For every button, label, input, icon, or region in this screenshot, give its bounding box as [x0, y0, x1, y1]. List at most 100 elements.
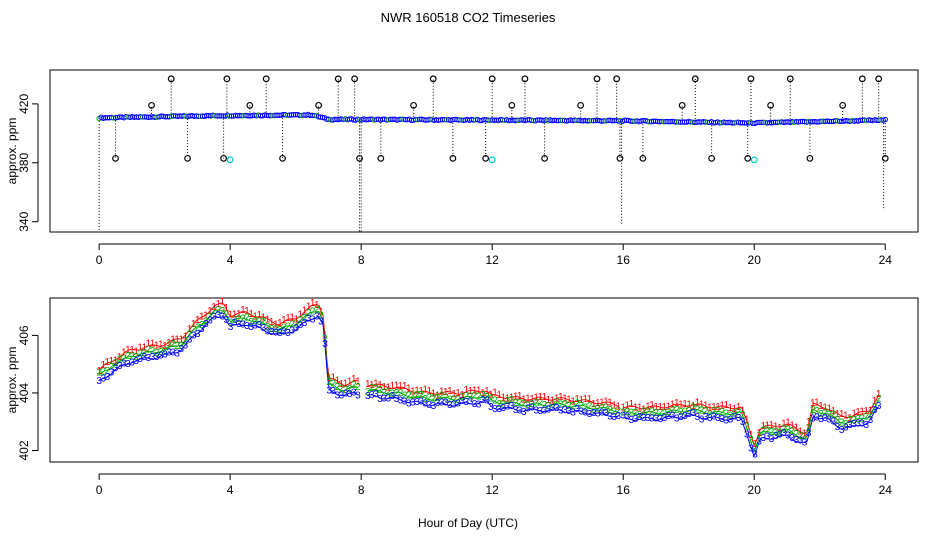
- bottom-series-marker: 2: [666, 407, 672, 418]
- bottom-x-axis: 0 4 8 12 16 20 24: [96, 473, 892, 497]
- bottom-series-marker: 1: [603, 397, 609, 408]
- bottom-series-marker: 3: [603, 408, 609, 419]
- bottom-series-marker: 3: [781, 428, 787, 439]
- bottom-series-marker: 2: [394, 388, 400, 399]
- top-outlier-point: [410, 101, 417, 109]
- top-outlier-point: [881, 154, 889, 162]
- bottom-series-marker: 1: [472, 386, 478, 397]
- bottom-series-marker: 3: [285, 328, 291, 339]
- bottom-series-marker: 3: [525, 404, 531, 415]
- bottom-series-marker: 1: [133, 346, 139, 357]
- bottom-series-marker: 1: [281, 315, 287, 326]
- bottom-series-marker: 2: [756, 430, 762, 441]
- bottom-series-marker: 2: [719, 407, 725, 418]
- bottom-series-marker: 3: [736, 413, 742, 424]
- bottom-series-marker: 2: [641, 407, 647, 418]
- bottom-series-marker: 3: [839, 425, 845, 436]
- bottom-series-marker: 3: [117, 361, 123, 372]
- bottom-series-marker: 3: [649, 413, 655, 424]
- bottom-series-marker: 2: [252, 316, 258, 327]
- bottom-series-marker: 3: [322, 339, 328, 350]
- bottom-series-marker: 1: [686, 400, 692, 411]
- bottom-series-marker: 1: [406, 384, 412, 395]
- top-data-marks: [96, 75, 889, 232]
- bottom-series-marker: 1: [690, 401, 696, 412]
- top-outlier-point: [577, 101, 585, 109]
- bottom-series-marker: 1: [137, 343, 143, 354]
- bottom-series-marker: 1: [220, 297, 226, 308]
- bottom-series-marker: 3: [826, 414, 832, 425]
- bottom-series-marker: 2: [810, 405, 816, 416]
- bottom-series-marker: 1: [265, 315, 271, 326]
- bottom-series-marker: 1: [769, 420, 775, 431]
- bottom-series-marker: 3: [406, 399, 412, 410]
- bottom-x-tick-label: 8: [358, 483, 365, 497]
- bottom-series-marker: 2: [583, 402, 589, 413]
- top-cyan-point: [226, 156, 234, 164]
- bottom-series-marker: 1: [611, 400, 617, 411]
- top-x-tick-label: 0: [96, 253, 103, 267]
- bottom-series-marker: 3: [158, 351, 164, 362]
- bottom-series-marker: 1: [261, 312, 267, 323]
- bottom-series-marker: 3: [851, 419, 857, 430]
- bottom-series-marker: 2: [607, 405, 613, 416]
- bottom-series-marker: 2: [595, 403, 601, 414]
- bottom-series-marker: 1: [855, 407, 861, 418]
- bottom-series-marker: 3: [306, 314, 312, 325]
- bottom-series-marker: 1: [641, 405, 647, 416]
- bottom-series-marker: 3: [859, 419, 865, 430]
- bottom-series-marker: 1: [542, 392, 548, 403]
- top-cyan-point: [750, 156, 758, 164]
- bottom-series-marker: 2: [100, 367, 106, 378]
- bottom-series-marker: 1: [773, 422, 779, 433]
- bottom-series-marker: 1: [599, 397, 605, 408]
- top-y-tick-label: 380: [17, 152, 31, 172]
- bottom-series-marker: 3: [723, 416, 729, 427]
- bottom-series-marker: 1: [529, 394, 535, 405]
- bottom-series-marker: 1: [355, 377, 361, 388]
- bottom-series-marker: 1: [377, 380, 383, 391]
- top-outlier-point: [691, 75, 699, 83]
- bottom-series-marker: 2: [431, 393, 437, 404]
- bottom-series-marker: 3: [798, 435, 804, 446]
- bottom-series-marker: 2: [599, 403, 605, 414]
- bottom-series-marker: 1: [554, 394, 560, 405]
- top-outlier-point: [541, 154, 548, 162]
- bottom-series-marker: 2: [806, 423, 812, 434]
- top-outlier-point: [708, 154, 716, 162]
- bottom-series-marker: 3: [125, 359, 131, 370]
- top-x-tick-label: 20: [748, 253, 762, 267]
- bottom-series-marker: 3: [431, 401, 437, 412]
- bottom-series-marker: 1: [373, 379, 379, 390]
- bottom-series-marker: 1: [629, 399, 635, 410]
- bottom-series-marker: 2: [281, 322, 287, 333]
- bottom-series-marker: 1: [831, 406, 837, 417]
- bottom-series-marker: 1: [649, 400, 655, 411]
- bottom-series-marker: 2: [289, 320, 295, 331]
- bottom-series-marker: 3: [785, 430, 791, 441]
- bottom-series-marker: 1: [273, 319, 279, 330]
- bottom-series-marker: 1: [633, 403, 639, 414]
- top-outlier-point: [356, 154, 363, 162]
- bottom-series-marker: 1: [616, 402, 622, 413]
- top-y-axis-title: approx. ppm: [5, 118, 19, 185]
- bottom-series-marker: 1: [728, 403, 734, 414]
- top-cyan-point: [488, 156, 496, 164]
- top-outlier-point: [744, 154, 752, 162]
- bottom-series-marker: 1: [199, 311, 205, 322]
- bottom-series-marker: 1: [781, 419, 787, 430]
- bottom-series-marker: 1: [252, 311, 258, 322]
- bottom-series-marker: 2: [521, 399, 527, 410]
- bottom-series-marker: 2: [509, 395, 515, 406]
- bottom-series-marker: 1: [537, 392, 543, 403]
- bottom-series-marker: 2: [554, 397, 560, 408]
- bottom-series-marker: 2: [166, 340, 172, 351]
- bottom-y-tick-label: 404: [17, 383, 31, 403]
- bottom-series-marker: 1: [658, 402, 664, 413]
- bottom-series-marker: 3: [699, 414, 705, 425]
- bottom-series-marker: 2: [574, 399, 580, 410]
- bottom-series-marker: 2: [443, 393, 449, 404]
- bottom-series-marker: 2: [232, 315, 238, 326]
- bottom-series-marker: 3: [719, 414, 725, 425]
- bottom-series-marker: 1: [682, 399, 688, 410]
